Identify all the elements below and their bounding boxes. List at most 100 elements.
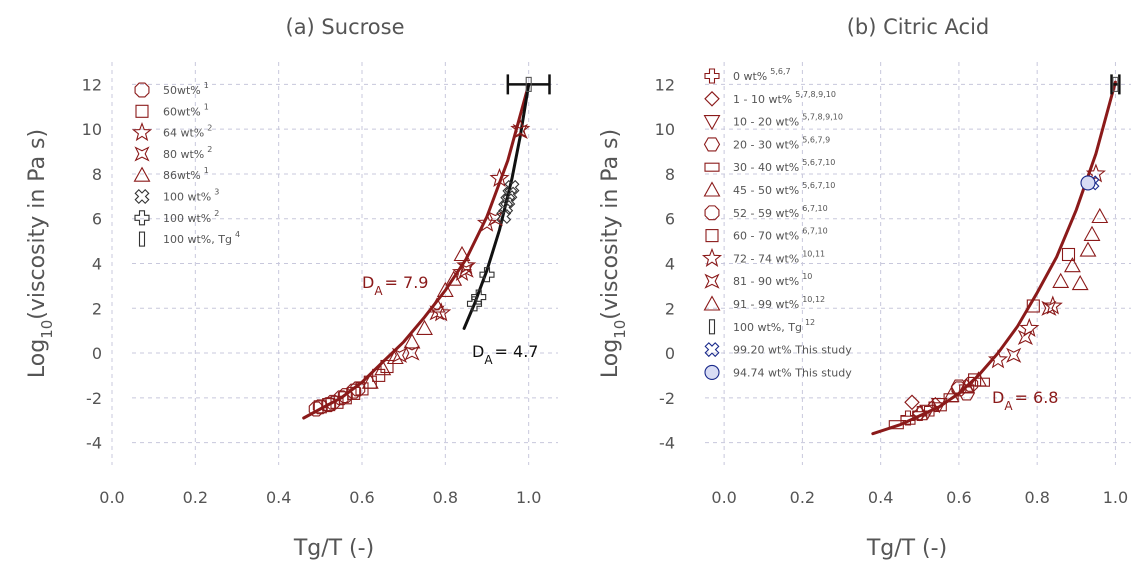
y-tick-label: 8: [665, 165, 675, 184]
fragility-label: DA = 4.7: [472, 342, 538, 367]
data-point: [445, 270, 463, 286]
fragility-label: DA = 6.8: [992, 388, 1058, 413]
x-tick-label: 1.0: [1103, 488, 1128, 507]
legend-label: 100 wt%, Tg 12: [733, 318, 815, 334]
data-point: [391, 347, 408, 363]
data-point: [912, 411, 928, 421]
legend-marker: [134, 210, 150, 226]
legend-marker: [704, 68, 720, 84]
legend-label: 99.20 wt% This study: [733, 344, 852, 357]
data-point: [476, 212, 498, 232]
data-point: [1112, 76, 1119, 92]
legend: 50wt% 1 60wt% 1 64 wt% 2 80 wt% 2 86wt% 1 100 wt% 3…: [131, 81, 240, 247]
legend-marker: [703, 295, 721, 311]
legend-marker: [131, 122, 153, 142]
data-point: [963, 376, 979, 392]
y-tick-label: 4: [665, 255, 675, 274]
legend-label: 52 - 59 wt% 6,7,10: [733, 204, 828, 220]
data-point: [1061, 247, 1076, 262]
legend-label: 50wt% 1: [163, 81, 209, 97]
data-point: [458, 262, 474, 278]
data-point: [489, 167, 510, 187]
data-point: [330, 395, 344, 409]
data-point: [350, 381, 366, 397]
x-tick-label: 0.0: [99, 488, 124, 507]
data-point: [1071, 274, 1089, 291]
data-point: [1079, 241, 1097, 257]
data-point: [416, 319, 433, 335]
x-axis-label: Tg/T (-): [293, 536, 374, 561]
data-point: [429, 305, 445, 321]
y-tick-label: -2: [86, 389, 102, 408]
data-point: [912, 405, 928, 422]
data-point: [930, 398, 948, 414]
legend-label: 64 wt% 2: [163, 124, 212, 140]
data-point: [1026, 299, 1040, 313]
legend-marker: [134, 189, 150, 204]
legend-label: 60 - 70 wt% 6,7,10: [733, 227, 828, 243]
legend-marker: [134, 146, 150, 162]
legend-marker: [704, 91, 720, 107]
data-point: [313, 400, 327, 414]
x-tick-label: 0.8: [1024, 488, 1049, 507]
data-point: [504, 179, 520, 195]
x-tick-label: 0.4: [266, 488, 291, 507]
legend-label: 91 - 99 wt% 10,12: [733, 295, 825, 311]
y-tick-label: 6: [92, 210, 102, 229]
legend-label: 10 - 20 wt% 5,7,8,9,10: [733, 113, 843, 129]
y-axis-label: Log10(viscosity in Pa s): [25, 129, 56, 378]
legend-marker: [705, 229, 719, 243]
data-point: [436, 281, 454, 297]
panel-sucrose: (a) Sucrose 0.0 0.2 0.4 0.6 0.8 1.0 -4 -2 0 2 4 6 8 1…: [25, 15, 558, 561]
data-point: [1080, 175, 1096, 191]
y-tick-label: 6: [665, 210, 675, 229]
fit-curve: [871, 80, 1117, 436]
legend-marker: [704, 342, 720, 358]
legend-marker: [134, 82, 150, 98]
y-tick-label: -4: [86, 434, 102, 453]
data-point: [512, 123, 528, 139]
legend: 0 wt% 5,6,7 1 - 10 wt% 5,7,8,9,10 10 - 20 wt…: [701, 67, 852, 380]
chart-title-sucrose: (a) Sucrose: [286, 15, 405, 39]
y-tick-label: 10: [655, 120, 675, 139]
legend-label: 94.74 wt% This study: [733, 366, 852, 379]
data-point: [498, 200, 514, 215]
legend-label: 72 - 74 wt% 10,11: [733, 249, 825, 265]
y-axis-label: Log10(viscosity in Pa s): [598, 129, 629, 378]
legend-marker: [703, 137, 721, 152]
legend-marker: [133, 166, 151, 182]
x-tick-label: 0.4: [868, 488, 893, 507]
data-point: [355, 382, 369, 396]
y-tick-label: 10: [82, 120, 102, 139]
data-point: [1041, 300, 1057, 316]
data-point: [1063, 257, 1081, 273]
legend-marker: [704, 162, 720, 172]
y-tick-label: -4: [659, 434, 675, 453]
data-point: [466, 296, 483, 312]
data-point: [900, 410, 916, 426]
legend-label: 45 - 50 wt% 5,6,7,10: [733, 181, 835, 197]
x-tick-label: 0.8: [433, 488, 458, 507]
data-point: [428, 297, 446, 313]
data-point: [1017, 329, 1033, 345]
data-point: [904, 394, 920, 411]
legend-marker: [704, 205, 720, 221]
y-tick-label: 12: [82, 75, 102, 94]
data-point: [1052, 272, 1070, 288]
data-point: [951, 381, 967, 397]
data-point: [1091, 207, 1109, 224]
legend-label: 30 - 40 wt% 5,6,7,10: [733, 158, 835, 174]
data-point: [361, 373, 379, 389]
x-tick-label: 0.6: [946, 488, 971, 507]
data-point: [968, 373, 982, 387]
data-point: [347, 386, 361, 400]
y-tick-label: 2: [665, 299, 675, 318]
y-tick-label: 8: [92, 165, 102, 184]
data-point: [322, 398, 336, 412]
data-point: [987, 349, 1009, 369]
legend-label: 1 - 10 wt% 5,7,8,9,10: [733, 90, 836, 106]
data-point: [487, 211, 503, 227]
x-axis-label: Tg/T (-): [866, 536, 947, 561]
y-tick-label: 2: [92, 299, 102, 318]
data-point: [431, 302, 452, 322]
